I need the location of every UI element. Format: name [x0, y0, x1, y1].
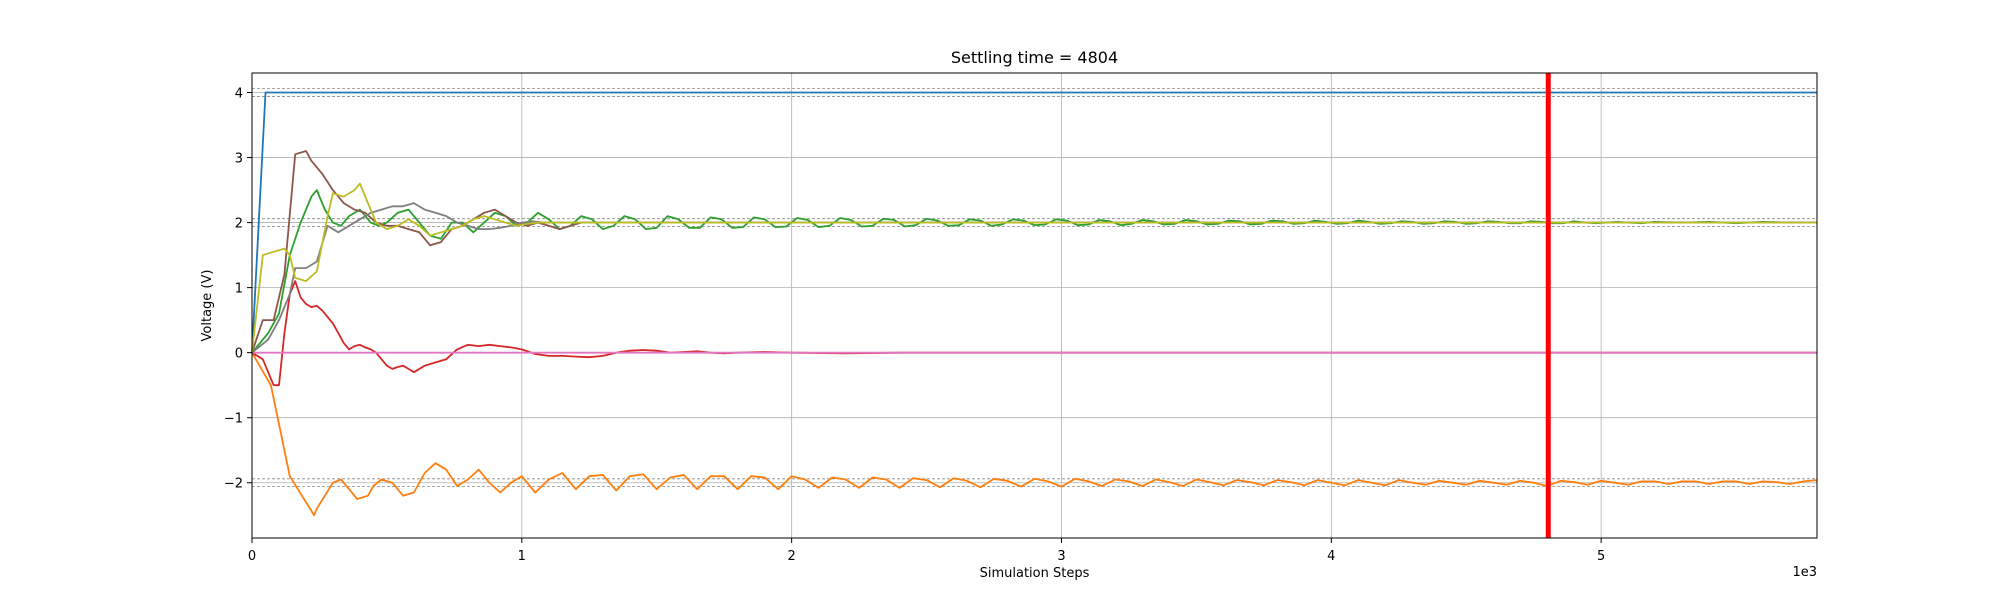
- x-tick-label: 5: [1597, 549, 1605, 564]
- series-line-2: [251, 352, 1818, 517]
- y-tick-label: −2: [224, 477, 243, 492]
- y-tick-label: 0: [235, 347, 243, 362]
- y-tick-label: 3: [235, 152, 243, 167]
- series-line-3: [251, 189, 1817, 354]
- y-tick-label: 2: [235, 217, 243, 232]
- plot-area-frame: [251, 72, 1818, 539]
- x-tick-label: 0: [248, 549, 256, 564]
- x-axis-offset-label: 1e3: [1792, 565, 1817, 580]
- y-tick-label: 4: [235, 87, 243, 102]
- chart-title: Settling time = 4804: [951, 48, 1118, 67]
- x-tick-label: 2: [788, 549, 796, 564]
- y-tick-label: −1: [224, 412, 243, 427]
- y-axis-label: Voltage (V): [200, 270, 215, 342]
- x-axis-label: Simulation Steps: [980, 566, 1090, 581]
- x-tick-label: 1: [518, 549, 526, 564]
- series-lines: [251, 91, 1818, 517]
- x-tick-label: 4: [1327, 549, 1335, 564]
- x-tick-label: 3: [1057, 549, 1065, 564]
- y-tick-label: 1: [235, 282, 243, 297]
- series-line-8: [251, 182, 1817, 353]
- grid-lines: [251, 73, 1817, 538]
- series-line-4: [251, 280, 1817, 387]
- series-line-1: [251, 91, 1817, 353]
- axis-ticks: 0 1 2 3 4 5 −2 −1 0 1 2 3 4: [224, 87, 1605, 564]
- series-line-5: [251, 150, 1817, 353]
